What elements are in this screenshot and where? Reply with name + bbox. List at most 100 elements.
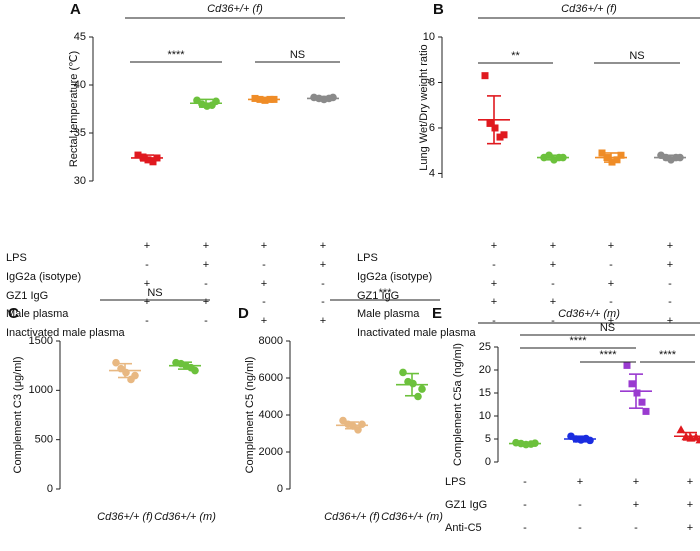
condition-label: Inactivated male plasma — [6, 327, 125, 339]
data-point — [261, 96, 269, 104]
condition-sign: - — [523, 499, 527, 511]
condition-sign: - — [262, 259, 266, 271]
y-tick-label: 10 — [423, 31, 435, 43]
significance-label: **** — [659, 349, 677, 361]
condition-sign: + — [633, 499, 639, 511]
condition-sign: - — [551, 315, 555, 327]
condition-label: GZ1 IgG — [357, 290, 399, 302]
y-tick-label: 500 — [35, 434, 53, 446]
y-axis-label: Complement C3 (μg/ml) — [12, 357, 24, 474]
panel-header: Cd36+/+ (m) — [558, 308, 620, 320]
data-point — [642, 407, 650, 415]
y-tick-label: 1000 — [29, 384, 53, 396]
x-tick-label: Cd36+/+ (m) — [381, 511, 443, 523]
significance-label: *** — [379, 287, 393, 299]
data-point — [131, 371, 139, 380]
condition-label: IgG2a (isotype) — [357, 271, 432, 283]
data-point — [418, 385, 426, 393]
data-point — [481, 72, 489, 80]
significance-label: NS — [600, 322, 615, 334]
data-point — [598, 149, 606, 157]
significance-label: NS — [147, 287, 162, 299]
panel-letter: A — [70, 1, 81, 18]
y-tick-label: 4 — [429, 167, 435, 179]
y-tick-label: 6 — [429, 122, 435, 134]
condition-sign: + — [203, 296, 209, 308]
condition-sign: + — [261, 315, 267, 327]
significance-label: **** — [599, 349, 617, 361]
y-tick-label: 35 — [74, 127, 86, 139]
condition-sign: + — [687, 476, 693, 488]
condition-sign: - — [204, 278, 208, 290]
condition-sign: + — [261, 240, 267, 252]
condition-label: Anti-C5 — [445, 522, 482, 534]
condition-label: GZ1 IgG — [445, 499, 487, 511]
y-axis-label: Rectal temperature (℃) — [68, 51, 80, 167]
y-tick-label: 15 — [479, 387, 491, 399]
panel-letter: B — [433, 1, 444, 18]
condition-sign: - — [145, 315, 149, 327]
data-point — [486, 119, 494, 127]
condition-sign: + — [577, 476, 583, 488]
condition-label: GZ1 IgG — [6, 290, 48, 302]
data-point — [134, 151, 142, 159]
data-point — [409, 379, 417, 388]
condition-sign: + — [320, 315, 326, 327]
panel-letter: E — [432, 305, 442, 322]
condition-sign: - — [609, 296, 613, 308]
condition-sign: + — [608, 278, 614, 290]
significance-label: **** — [167, 49, 185, 61]
y-axis-label: Lung Wet/Dry weight ratio — [418, 44, 430, 170]
condition-sign: - — [492, 259, 496, 271]
condition-sign: - — [523, 522, 527, 534]
data-point — [623, 361, 631, 369]
data-point — [399, 368, 407, 377]
significance-label: ** — [511, 50, 520, 62]
panel-letter: C — [8, 305, 19, 322]
condition-label: Male plasma — [6, 308, 69, 320]
condition-sign: - — [145, 259, 149, 271]
x-tick-label: Cd36+/+ (f) — [324, 511, 380, 523]
condition-sign: + — [144, 278, 150, 290]
chart-panel: C Complement C3 (μg/ml) 0 500 1000 1500 NS Cd36… — [8, 287, 216, 523]
data-point — [613, 156, 621, 164]
chart-panel: D Complement C5 (ng/ml) 0 2000 4000 6000 8000 *… — [238, 287, 443, 523]
data-point — [491, 124, 499, 132]
condition-sign: + — [633, 476, 639, 488]
condition-label: LPS — [6, 252, 27, 264]
y-tick-label: 1500 — [29, 335, 53, 347]
condition-label: LPS — [357, 252, 378, 264]
chart-panel: A Cd36+/+ (f) Rectal temperature (℃) 30 35 40… — [6, 1, 345, 339]
condition-sign: - — [321, 296, 325, 308]
data-point — [358, 420, 366, 429]
condition-sign: - — [668, 278, 672, 290]
condition-sign: + — [491, 296, 497, 308]
data-point — [500, 131, 508, 139]
condition-sign: + — [144, 296, 150, 308]
chart-panel: E Cd36+/+ (m) Complement C5a (ng/ml) 0 5 10 15… — [432, 305, 700, 534]
condition-label: Inactivated male plasma — [357, 327, 476, 339]
condition-sign: + — [608, 315, 614, 327]
data-point — [139, 153, 147, 161]
condition-sign: + — [320, 240, 326, 252]
data-point — [149, 158, 157, 166]
condition-sign: + — [608, 240, 614, 252]
data-point — [628, 380, 636, 388]
data-point — [329, 93, 337, 102]
condition-sign: + — [320, 259, 326, 271]
data-point — [633, 389, 641, 397]
condition-sign: + — [687, 499, 693, 511]
condition-sign: - — [321, 278, 325, 290]
condition-sign: + — [667, 240, 673, 252]
y-axis-label: Complement C5a (ng/ml) — [452, 343, 464, 466]
y-tick-label: 0 — [485, 456, 491, 468]
condition-label: Male plasma — [357, 308, 420, 320]
y-tick-label: 5 — [485, 433, 491, 445]
data-point — [586, 436, 594, 445]
condition-sign: + — [261, 278, 267, 290]
data-point — [638, 398, 646, 406]
condition-sign: + — [491, 240, 497, 252]
y-tick-label: 8000 — [259, 335, 283, 347]
panel-letter: D — [238, 305, 249, 322]
